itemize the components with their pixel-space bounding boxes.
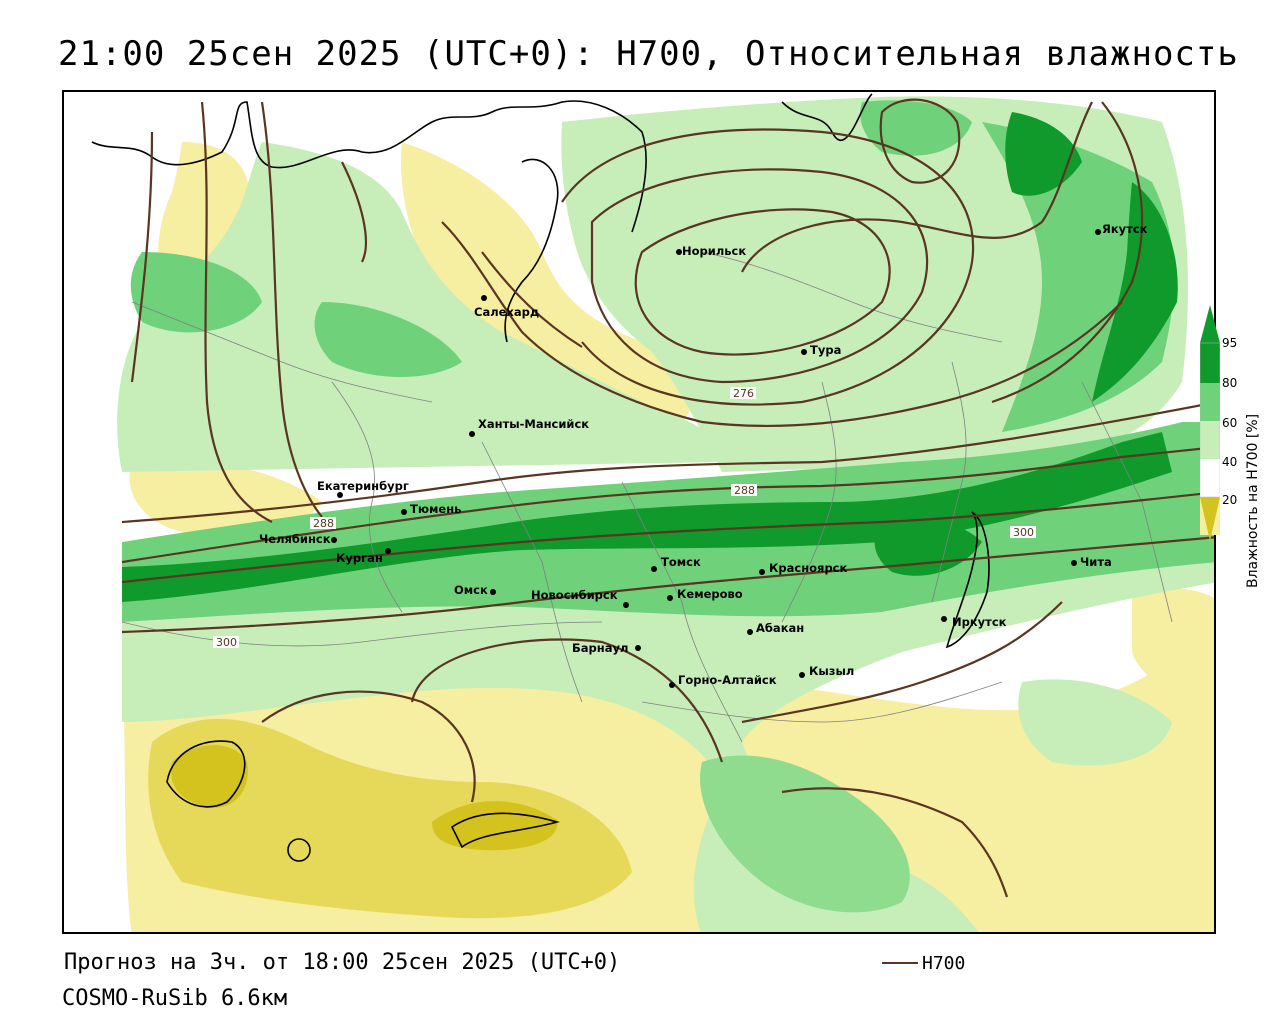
colorbar-tick-95: 95 — [1222, 336, 1238, 350]
city-dot — [759, 569, 765, 575]
city-label-chelyabinsk: Челябинск — [259, 532, 331, 546]
city-dot — [667, 595, 673, 601]
city-dot — [669, 682, 675, 688]
colorbar-tick-40: 40 — [1222, 455, 1238, 469]
city-dot — [385, 548, 391, 554]
model-info: COSMO-RuSib 6.6км — [62, 986, 288, 1011]
city-label-novosibirsk: Новосибирск — [531, 588, 618, 602]
city-dot — [676, 249, 682, 255]
h700-legend-label: H700 — [922, 953, 966, 974]
city-label-yakutsk: Якутск — [1102, 222, 1148, 236]
city-dot — [651, 566, 657, 572]
forecast-info: Прогноз на 3ч. от 18:00 25сен 2025 (UTC+… — [64, 950, 621, 975]
city-dot — [747, 629, 753, 635]
city-dot — [635, 645, 641, 651]
city-dot — [401, 509, 407, 515]
isoline-labels: 276 288 288 300 300 — [213, 387, 1036, 649]
city-dot — [337, 492, 343, 498]
isoline-label-276: 276 — [733, 387, 754, 400]
isoline-label-288-east: 288 — [734, 484, 755, 497]
city-label-kurgan: Курган — [336, 551, 383, 565]
city-label-salekhard: Салехард — [474, 305, 539, 319]
city-label-tyumen: Тюмень — [410, 502, 461, 516]
city-label-gorno-altaysk: Горно-Алтайск — [678, 673, 777, 687]
city-label-omsk: Омск — [454, 583, 488, 597]
city-dot — [331, 537, 337, 543]
colorbar-tick-60: 60 — [1222, 416, 1238, 430]
colorbar-title: Влажность на H700 [%] — [1245, 413, 1261, 588]
city-dot — [1071, 560, 1077, 566]
city-dot — [481, 295, 487, 301]
city-label-kyzyl: Кызыл — [809, 664, 854, 678]
colorbar-tick-20: 20 — [1222, 493, 1238, 507]
city-dot — [799, 672, 805, 678]
city-dot — [490, 589, 496, 595]
city-dot — [469, 431, 475, 437]
city-dot — [1095, 229, 1101, 235]
h700-legend-line — [882, 962, 918, 964]
city-label-khanty-mansiysk: Ханты-Мансийск — [478, 417, 589, 431]
city-dot — [801, 349, 807, 355]
colorbar-tick-80: 80 — [1222, 376, 1238, 390]
city-label-abakan: Абакан — [756, 621, 804, 635]
city-label-norilsk: Норильск — [682, 244, 746, 258]
coastlines — [91, 93, 990, 862]
humidity-colorbar — [1200, 305, 1220, 541]
city-label-tura: Тура — [810, 343, 841, 357]
city-label-tomsk: Томск — [661, 555, 701, 569]
humidity-map: 276 288 288 300 300 Норильск Якутск Сале… — [64, 92, 1214, 932]
h700-isolines — [121, 98, 1214, 898]
city-label-chita: Чита — [1080, 555, 1112, 569]
city-label-kemerovo: Кемерово — [677, 587, 743, 601]
city-dot — [623, 602, 629, 608]
city-markers: Норильск Якутск Салехард Тура Ханты-Манс… — [259, 222, 1148, 688]
city-label-barnaul: Барнаул — [572, 641, 628, 655]
city-label-yekaterinburg: Екатеринбург — [317, 479, 409, 493]
isoline-label-288-west: 288 — [313, 517, 334, 530]
map-title: 21:00 25сен 2025 (UTC+0): H700, Относите… — [58, 34, 1239, 74]
isoline-label-300-east: 300 — [1013, 526, 1034, 539]
city-dot — [941, 616, 947, 622]
city-label-krasnoyarsk: Красноярск — [769, 561, 847, 575]
city-label-irkutsk: Иркутск — [952, 615, 1007, 629]
map-panel: 276 288 288 300 300 Норильск Якутск Сале… — [62, 90, 1216, 934]
isoline-label-300-west: 300 — [216, 636, 237, 649]
